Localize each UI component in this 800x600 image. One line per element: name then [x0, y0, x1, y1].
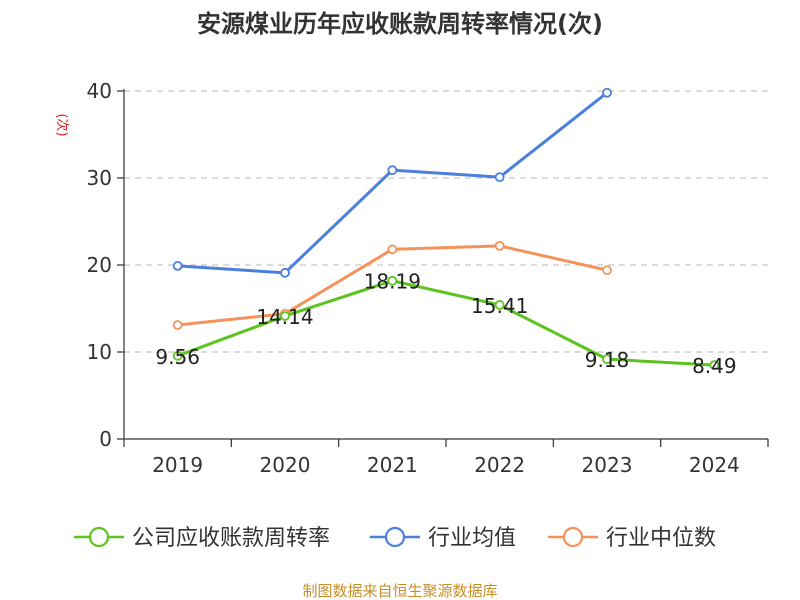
series-line-0: [176, 279, 716, 367]
series-0-point-5: [709, 360, 720, 371]
y-tick-label-0: 0: [99, 427, 112, 451]
series-0-point-4: [602, 354, 612, 365]
y-axis-unit-label: (次): [54, 113, 70, 136]
series-1-point-1: [280, 267, 290, 278]
series-1-point-0: [172, 260, 183, 271]
legend-marker-0: [88, 526, 110, 548]
y-tick-label-40: 40: [87, 79, 112, 103]
series-2-point-3: [494, 240, 505, 251]
x-tick-label-2020: 2020: [260, 453, 311, 477]
series-2-point-4: [602, 265, 612, 276]
data-labels: 9.56 14.14 18.19 15.41 9.18 8.49: [155, 270, 736, 378]
data-label-2023: 9.18: [585, 348, 630, 372]
x-tick-label-2023: 2023: [582, 453, 633, 477]
source-note: 制图数据来自恒生聚源数据库: [302, 582, 497, 600]
gridlines: [124, 90, 768, 353]
y-tick-label-10: 10: [87, 340, 112, 364]
y-tick-label-30: 30: [87, 166, 112, 190]
legend-label-0: 公司应收账款周转率: [132, 526, 330, 551]
chart-title: 安源煤业历年应收账款周转率情况(次): [197, 10, 603, 38]
data-label-2022: 15.41: [471, 294, 528, 318]
series-0-point-0: [172, 350, 183, 361]
legend-marker-1: [384, 526, 406, 548]
x-tick-label-2019: 2019: [152, 453, 203, 477]
legend-item-0: 公司应收账款周转率: [74, 526, 330, 551]
series-1-point-2: [387, 165, 398, 176]
series-2-point-0: [172, 320, 183, 330]
legend-label-2: 行业中位数: [606, 526, 716, 551]
series-0-point-2: [387, 275, 398, 286]
series-2-point-2: [387, 244, 398, 255]
data-label-2019: 9.56: [155, 345, 200, 369]
series-0-point-1: [280, 311, 290, 321]
x-tick-label-2024: 2024: [689, 453, 740, 477]
legend-item-1: 行业均值: [370, 526, 516, 551]
data-label-2024: 8.49: [692, 354, 737, 378]
legend: 公司应收账款周转率 行业均值 行业中位数: [74, 526, 716, 551]
legend-marker-2: [562, 526, 584, 548]
x-tick-label-2022: 2022: [474, 453, 525, 477]
x-tick-label-2021: 2021: [367, 453, 418, 477]
data-label-2020: 14.14: [256, 305, 313, 329]
axes: 0 10 20 30 40 2019 2020 2021 2022 2023 2024: [87, 79, 769, 477]
series-1-point-3: [494, 172, 505, 183]
legend-item-2: 行业中位数: [548, 526, 716, 551]
series-0-point-3: [494, 300, 505, 310]
series-lines: [172, 87, 720, 371]
data-label-2021: 18.19: [364, 270, 421, 294]
series-1-point-4: [602, 87, 612, 98]
legend-label-1: 行业均值: [428, 526, 516, 551]
y-tick-label-20: 20: [87, 253, 112, 277]
